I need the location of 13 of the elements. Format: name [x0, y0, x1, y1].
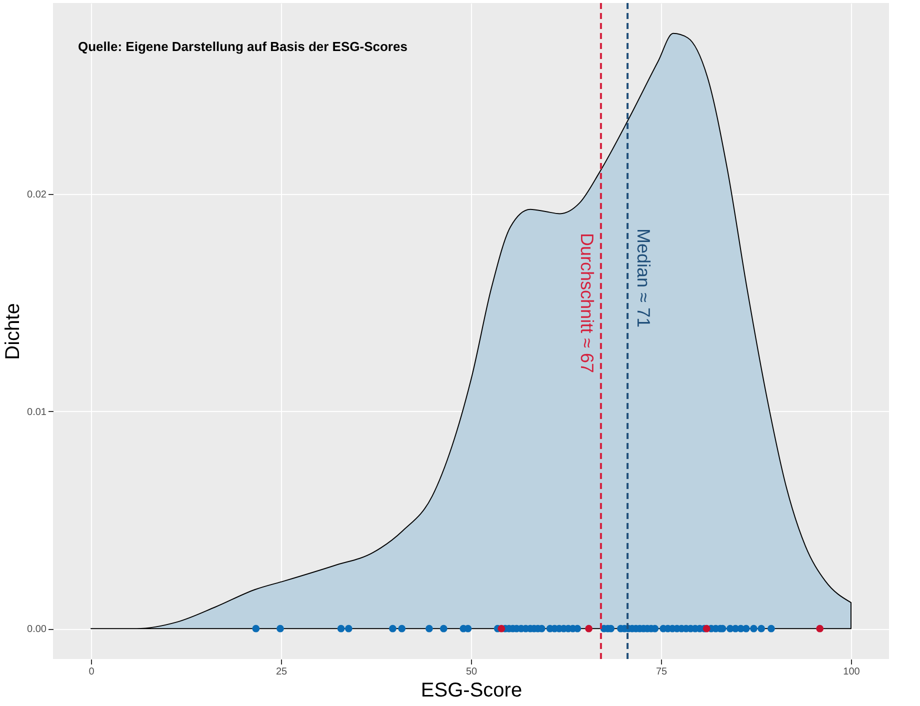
x-tick-label: 100	[843, 666, 860, 678]
y-axis-title: Dichte	[2, 303, 24, 360]
y-tick-label: 0.01	[27, 406, 47, 418]
y-tick-label: 0.00	[27, 624, 47, 636]
y-tick-label: 0.02	[27, 190, 47, 201]
annotation: Quelle: Eigene Darstellung auf Basis der ESG-Scores	[78, 39, 408, 54]
x-tick-label: 75	[656, 666, 668, 678]
x-tick-label: 25	[276, 666, 288, 678]
x-axis-title: ESG-Score	[420, 680, 522, 702]
x-tick-label: 50	[466, 666, 478, 678]
ref-line-label: Durchschnitt ≈ 67	[576, 233, 597, 373]
ref-line-label: Median ≈ 71	[634, 228, 654, 328]
x-tick-label: 0	[88, 666, 95, 678]
